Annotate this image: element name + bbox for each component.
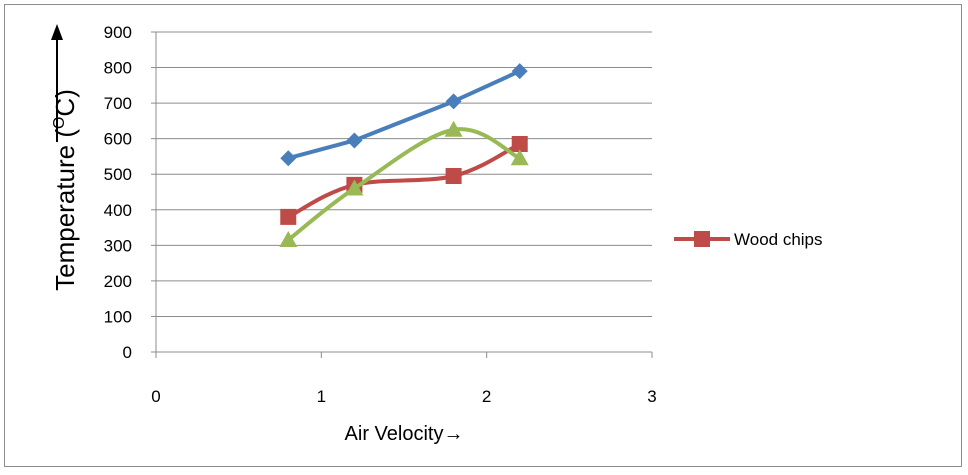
data-point [510,149,529,166]
data-point [445,168,462,184]
x-tick-label: 1 [317,387,326,406]
data-point [280,208,297,225]
x-tick-label: 3 [647,387,656,406]
data-point [280,150,297,167]
y-axis-title: Temperature (OC) [50,89,80,291]
axes [151,31,653,358]
legend: Wood chips [674,230,823,249]
y-tick-label: 900 [104,23,132,42]
data-point [511,136,528,152]
series-1 [280,63,528,167]
series-line [286,69,522,161]
data-point [346,132,363,149]
y-tick-label: 0 [123,343,132,362]
legend-marker [694,231,710,247]
y-tick-label: 100 [104,307,132,326]
series-line [286,127,522,242]
y-axis-arrow [51,24,63,142]
data-point [445,93,462,110]
legend-item: Wood chips [674,230,823,249]
series-layer [279,63,529,247]
series-line [286,142,522,219]
data-point [511,63,528,80]
y-tick-label: 400 [104,201,132,220]
chart-frame [4,4,962,467]
x-tick-label: 2 [482,387,491,406]
tick-labels: 0 100 200 300 400 500 600 700 800 900 0 1 2 3 [104,23,657,406]
x-tick-label: 0 [151,387,160,406]
y-tick-label: 300 [104,236,132,255]
data-point [444,120,463,137]
y-axis-title-unit: C) [50,89,80,116]
x-axis-title: Air Velocity→ [345,423,464,445]
y-tick-label: 700 [104,94,132,113]
series-3 [279,120,529,247]
gridlines [156,31,652,317]
y-tick-label: 500 [104,165,132,184]
y-tick-label: 600 [104,130,132,149]
y-axis-title-superscript: O [51,117,68,129]
y-axis-title-main: Temperature ( [50,129,80,291]
y-tick-label: 800 [104,59,132,78]
data-point [279,231,298,247]
y-tick-label: 200 [104,272,132,291]
data-point [345,179,364,196]
legend-label: Wood chips [734,230,823,249]
